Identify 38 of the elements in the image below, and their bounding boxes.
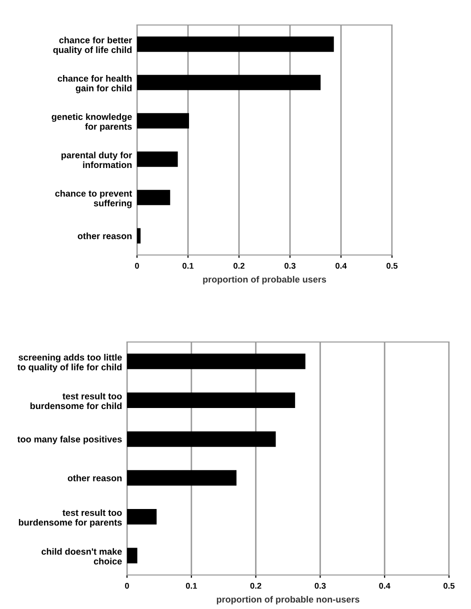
y-tick-label: parental duty for information xyxy=(62,152,132,168)
x-tick-label: 0.4 xyxy=(379,582,390,589)
bar xyxy=(137,74,321,90)
y-tick-label: chance to prevent suffering xyxy=(55,190,132,208)
x-tick-label: 0.5 xyxy=(386,262,398,269)
y-tick-label: other reason xyxy=(78,232,132,240)
bar xyxy=(127,508,157,525)
bar xyxy=(137,152,178,167)
x-tick-label: 0.1 xyxy=(186,582,197,589)
x-tick-label: 0.2 xyxy=(250,582,262,589)
x-tick-label: 0.5 xyxy=(444,582,455,589)
y-tick-label: other reason xyxy=(68,474,122,482)
x-tick-label: 0 xyxy=(125,582,129,589)
y-tick-label: child doesn't make choice xyxy=(42,548,122,564)
y-tick-label: screening adds too little to quality of life for child xyxy=(17,354,122,372)
bar xyxy=(137,228,141,244)
bar xyxy=(137,36,334,52)
bar xyxy=(127,548,138,564)
y-tick-label: test result too burdensome for parents xyxy=(18,509,122,528)
y-tick-label: chance for health gain for child xyxy=(58,75,132,94)
bar xyxy=(127,354,306,370)
x-tick-label: 0.4 xyxy=(336,262,347,269)
x-tick-label: 0.3 xyxy=(314,582,326,589)
bar xyxy=(127,431,276,447)
x-tick-label: 0 xyxy=(135,262,139,269)
y-tick-label: chance for better quality of life child xyxy=(53,36,132,55)
bar xyxy=(127,392,296,408)
x-axis-title: proportion of probable non-users xyxy=(216,596,360,604)
x-tick-label: 0.2 xyxy=(234,262,244,269)
y-tick-label: too many false positives xyxy=(17,436,122,444)
bar xyxy=(137,190,170,206)
y-tick-label: genetic knowledge for parents xyxy=(52,113,132,132)
bar xyxy=(137,113,190,128)
y-tick-label: test result too burdensome for child xyxy=(30,392,122,410)
x-axis-title: proportion of probable users xyxy=(203,276,326,284)
x-tick-label: 0.3 xyxy=(284,262,296,269)
x-tick-label: 0.1 xyxy=(182,262,194,269)
bar xyxy=(127,470,236,486)
